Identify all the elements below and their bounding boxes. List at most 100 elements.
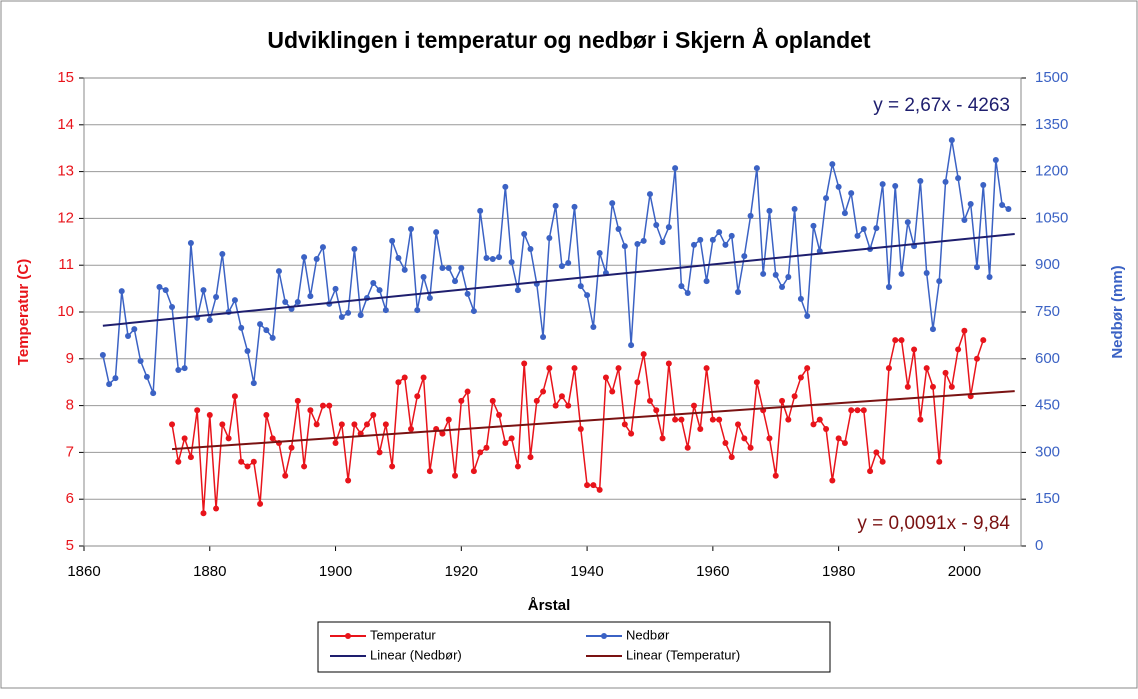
series-line [171,390,1015,451]
data-point [376,449,383,456]
data-point [483,255,490,262]
data-point [678,283,685,290]
series-line [171,330,984,514]
data-point [785,274,792,281]
data-point [458,397,465,404]
data-point [552,202,559,209]
x-tick-label: 1860 [67,563,100,580]
data-point [621,243,628,250]
data-point [999,201,1006,208]
data-point [106,381,113,388]
data-point [558,263,565,270]
legend [317,621,831,673]
data-point [181,365,188,372]
data-point [269,435,276,442]
trend-equation: y = 0,0091x - 9,84 [857,513,1010,534]
data-point [521,360,528,367]
data-point [690,241,697,248]
data-point [615,226,622,233]
data-point [653,221,660,228]
data-point [502,440,509,447]
data-point [452,472,459,479]
data-point [326,402,333,409]
data-point [590,482,597,489]
data-point [131,326,138,333]
data-point [452,278,459,285]
data-point [125,333,132,340]
y-tick-label: 13 [57,163,74,180]
data-point [779,397,786,404]
plot-area [83,77,1022,547]
data-point [426,294,433,301]
data-point [584,482,591,489]
y-tick-label: 6 [66,490,74,507]
legend-marker [345,633,351,639]
data-point [143,373,150,380]
y2-tick-label: 1500 [1035,69,1068,86]
data-point [414,307,421,314]
data-point [621,421,628,428]
data-point [841,210,848,217]
data-point [213,505,220,512]
data-point [470,308,477,315]
data-point [565,260,572,267]
data-point [470,468,477,475]
data-point [766,207,773,214]
data-point [634,240,641,247]
data-point [735,421,742,428]
data-point [741,435,748,442]
data-point [521,231,528,237]
data-point [225,435,232,442]
data-point [351,421,358,428]
data-point [464,290,471,297]
data-point [552,402,559,409]
data-point [231,393,238,400]
y2-tick-label: 900 [1035,256,1060,273]
data-point [980,182,987,189]
legend-label: Linear (Nedbør) [370,647,462,662]
data-point [678,416,685,423]
data-point [250,380,257,387]
data-point [307,407,314,414]
data-point [779,284,786,291]
data-point [653,407,660,414]
data-point [942,178,949,185]
data-point [389,463,396,470]
data-point [546,235,553,242]
data-point [640,237,647,244]
data-point [206,411,213,418]
data-point [829,477,836,484]
y-tick-label: 11 [58,256,74,273]
data-point [753,379,760,386]
data-point [401,374,408,381]
data-point [118,288,125,295]
data-point [250,458,257,465]
data-point [496,411,503,418]
data-point [735,289,742,296]
y-tick-label: 8 [66,397,74,414]
data-point [275,268,282,275]
y-tick-label: 9 [66,350,74,367]
data-point [929,383,936,390]
data-point [867,468,874,475]
data-point [540,388,547,395]
y2-tick-label: 1350 [1035,116,1068,133]
data-point [558,393,565,400]
data-point [747,212,754,219]
data-point [753,165,760,172]
data-point [213,294,220,301]
data-point [577,283,584,290]
data-point [810,421,817,428]
data-point [955,346,962,353]
data-point [797,295,804,302]
x-tick-label: 1880 [193,563,226,580]
data-point [496,254,503,261]
data-point [646,191,653,198]
data-point [659,239,666,246]
data-point [345,309,352,316]
data-point [791,206,798,213]
data-point [804,313,811,320]
data-point [917,177,924,184]
data-point [772,472,779,479]
data-point [955,175,962,182]
